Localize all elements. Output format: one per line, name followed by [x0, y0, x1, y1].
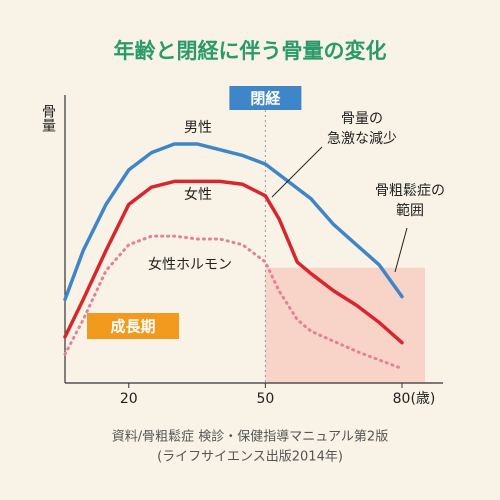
menopause-label: 閉経 — [250, 90, 281, 108]
series-line — [63, 179, 404, 345]
x-tick-label: 80(歳) — [393, 391, 436, 407]
series-label: 女性 — [184, 186, 212, 203]
series-line — [63, 142, 404, 302]
pointer — [394, 227, 408, 273]
series-label: 女性ホルモン — [148, 256, 232, 273]
menopause-box — [229, 86, 302, 110]
y-axis-label: 骨量 — [40, 104, 56, 132]
pointer — [271, 146, 323, 198]
annotation: 範囲 — [396, 202, 424, 219]
source: (ライフサイエンス出版2014年) — [157, 450, 343, 465]
annotation: 骨粗鬆症の — [375, 183, 445, 199]
series-label: 男性 — [184, 120, 212, 136]
growth-box — [87, 313, 179, 339]
annotation: 急激な減少 — [327, 130, 397, 147]
growth-label: 成長期 — [110, 318, 155, 336]
chart-title: 年齢と閉経に伴う骨量の変化 — [114, 39, 387, 63]
x-tick-label: 20 — [120, 391, 138, 407]
osteoporosis-range — [265, 267, 425, 383]
x-tick-label: 50 — [256, 391, 274, 407]
series-line — [63, 234, 404, 371]
annotation: 骨量の — [341, 111, 383, 127]
source: 資料/骨粗鬆症 検診・保健指導マニュアル第2版 — [112, 429, 388, 445]
